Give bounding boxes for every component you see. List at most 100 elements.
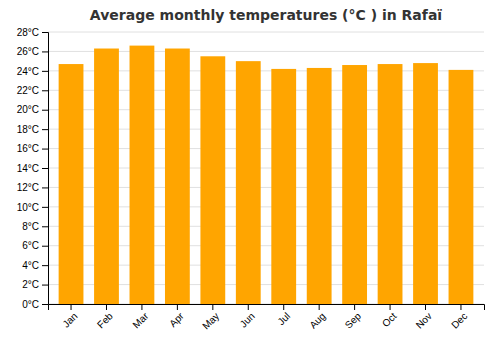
y-tick-mark [42,129,48,130]
x-tick: Nov [414,304,434,331]
y-tick-label: 0°C [22,299,39,310]
bar [200,56,225,304]
x-tick-mark [71,304,72,310]
x-tick-label: Feb [95,310,115,330]
grid-line [48,32,484,33]
x-tick-mark [177,304,178,310]
x-tick-label: Oct [380,310,399,329]
bar [342,65,367,304]
x-tick: Jul [275,304,292,327]
y-tick: 0°C [22,299,48,310]
x-tick-mark [354,304,355,310]
y-tick-label: 14°C [17,163,39,174]
x-tick-label: Apr [167,310,186,329]
bar [94,49,119,304]
y-tick: 26°C [17,46,48,57]
x-tick: Aug [307,304,327,331]
axis-line [42,33,49,305]
y-tick: 28°C [17,27,48,38]
y-tick-label: 26°C [17,46,39,57]
bar [449,70,474,304]
x-tick-label: Sep [343,310,364,331]
x-tick-label: Aug [307,310,327,330]
y-tick-label: 24°C [17,66,39,77]
grid [48,32,484,304]
x-tick: Mar [130,304,150,330]
x-tick-label: Mar [130,310,150,330]
y-tick-mark [42,187,48,188]
y-tick-label: 2°C [22,279,39,290]
x-tick: Sep [343,304,364,331]
y-tick: 14°C [17,163,48,174]
y-tick-mark [42,246,48,247]
x-tick: May [200,304,221,332]
x-tick-label: Dec [449,310,469,330]
y-tick: 4°C [22,260,48,271]
x-tick-mark [319,304,320,310]
x-tick: Apr [167,304,186,329]
x-tick-mark [106,304,107,310]
y-tick: 24°C [17,66,48,77]
y-tick-mark [42,304,48,305]
y-tick-mark [42,71,48,72]
title: Average monthly temperatures (°C ) in Ra… [90,7,442,23]
x-tick-label: Jan [60,310,79,329]
x-tick: Dec [449,304,469,331]
x-tick-mark [212,304,213,310]
y-tick-label: 8°C [22,221,39,232]
y-tick: 18°C [17,124,48,135]
y-tick: 20°C [17,104,48,115]
bar [59,64,84,304]
bar [165,49,190,304]
axis-line [49,305,485,311]
bar [413,63,438,304]
y-tick-label: 22°C [17,85,39,96]
y-tick: 12°C [17,182,48,193]
x-tick-mark [141,304,142,310]
y-tick-mark [42,207,48,208]
y-tick-label: 4°C [22,260,39,271]
y-tick-label: 20°C [17,104,39,115]
x-tick-label: May [200,310,221,331]
y-tick-mark [42,51,48,52]
y-tick-mark [42,265,48,266]
y-tick-mark [42,149,48,150]
x-tick-label: Jun [238,310,257,329]
y-tick-mark [42,168,48,169]
y-tick: 8°C [22,221,48,232]
y-tick: 6°C [22,240,48,251]
x-tick-label: Nov [414,310,434,330]
x-tick: Jun [238,304,257,330]
bar [236,61,261,304]
x-tick-mark [283,304,284,310]
y-tick-mark [42,226,48,227]
x-tick-mark [248,304,249,310]
bars [59,46,474,304]
y-tick-mark [42,110,48,111]
x-tick: Oct [380,304,399,329]
y-tick: 16°C [17,143,48,154]
y-tick-mark [42,90,48,91]
plot: Jan Feb Mar Apr May Jun Jul Aug Sep Oct Nov Dec 0°C 2… [17,27,485,332]
y-tick: 10°C [17,202,48,213]
y-tick-label: 6°C [22,240,39,251]
x-axis: Jan Feb Mar Apr May Jun Jul Aug Sep Oct Nov Dec [49,304,485,332]
x-tick: Feb [95,304,115,330]
x-tick-label: Jul [275,310,292,327]
y-tick-mark [42,285,48,286]
bar [378,64,403,304]
y-tick: 22°C [17,85,48,96]
x-tick-mark [460,304,461,310]
y-tick-label: 12°C [17,182,39,193]
x-tick: Jan [60,304,79,330]
bar [130,46,155,304]
y-tick: 2°C [22,279,48,290]
y-axis: 0°C 2°C 4°C 6°C 8°C 10°C 12°C 14°C 16°C 18°C 20°C 2… [17,27,49,310]
x-tick-mark [425,304,426,310]
y-tick-label: 18°C [17,124,39,135]
y-tick-label: 10°C [17,202,39,213]
y-tick-mark [42,32,48,33]
bar [307,68,332,304]
x-tick-mark [390,304,391,310]
bar [271,69,296,304]
